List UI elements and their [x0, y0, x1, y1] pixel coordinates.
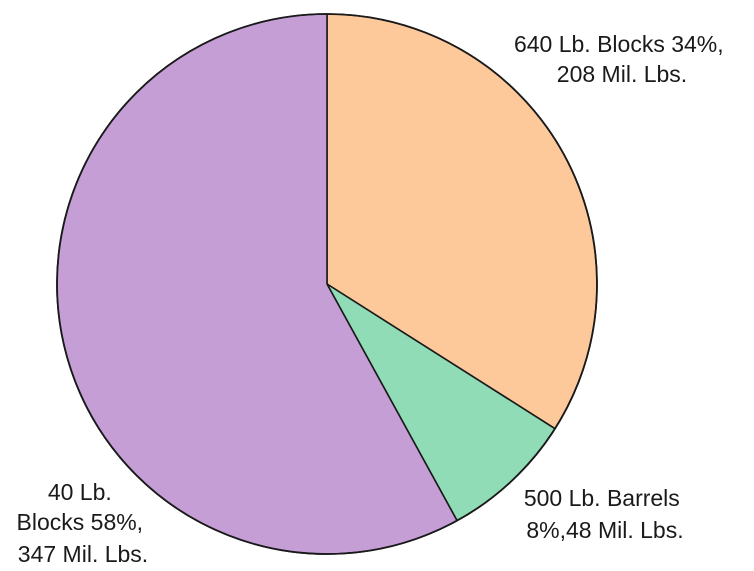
label-640-lb-blocks: 640 Lb. Blocks 34%, 208 Mil. Lbs. — [514, 31, 730, 87]
label-640-lb-blocks-line-1: 640 Lb. Blocks 34%, — [514, 31, 724, 57]
label-40-lb-blocks-line-2: Blocks 58%, — [17, 509, 144, 535]
label-500-lb-barrels-line-2: 8%,48 Mil. Lbs. — [526, 517, 683, 543]
label-40-lb-blocks-line-3: 347 Mil. Lbs. — [18, 541, 148, 567]
label-40-lb-blocks: 40 Lb. Blocks 58%, 347 Mil. Lbs. — [17, 479, 150, 567]
pie-outline — [56, 13, 598, 555]
pie-slices — [56, 13, 598, 555]
label-500-lb-barrels-line-1: 500 Lb. Barrels — [524, 485, 680, 511]
label-40-lb-blocks-line-1: 40 Lb. — [48, 479, 112, 505]
label-500-lb-barrels: 500 Lb. Barrels 8%,48 Mil. Lbs. — [524, 485, 686, 543]
label-640-lb-blocks-line-2: 208 Mil. Lbs. — [557, 61, 687, 87]
